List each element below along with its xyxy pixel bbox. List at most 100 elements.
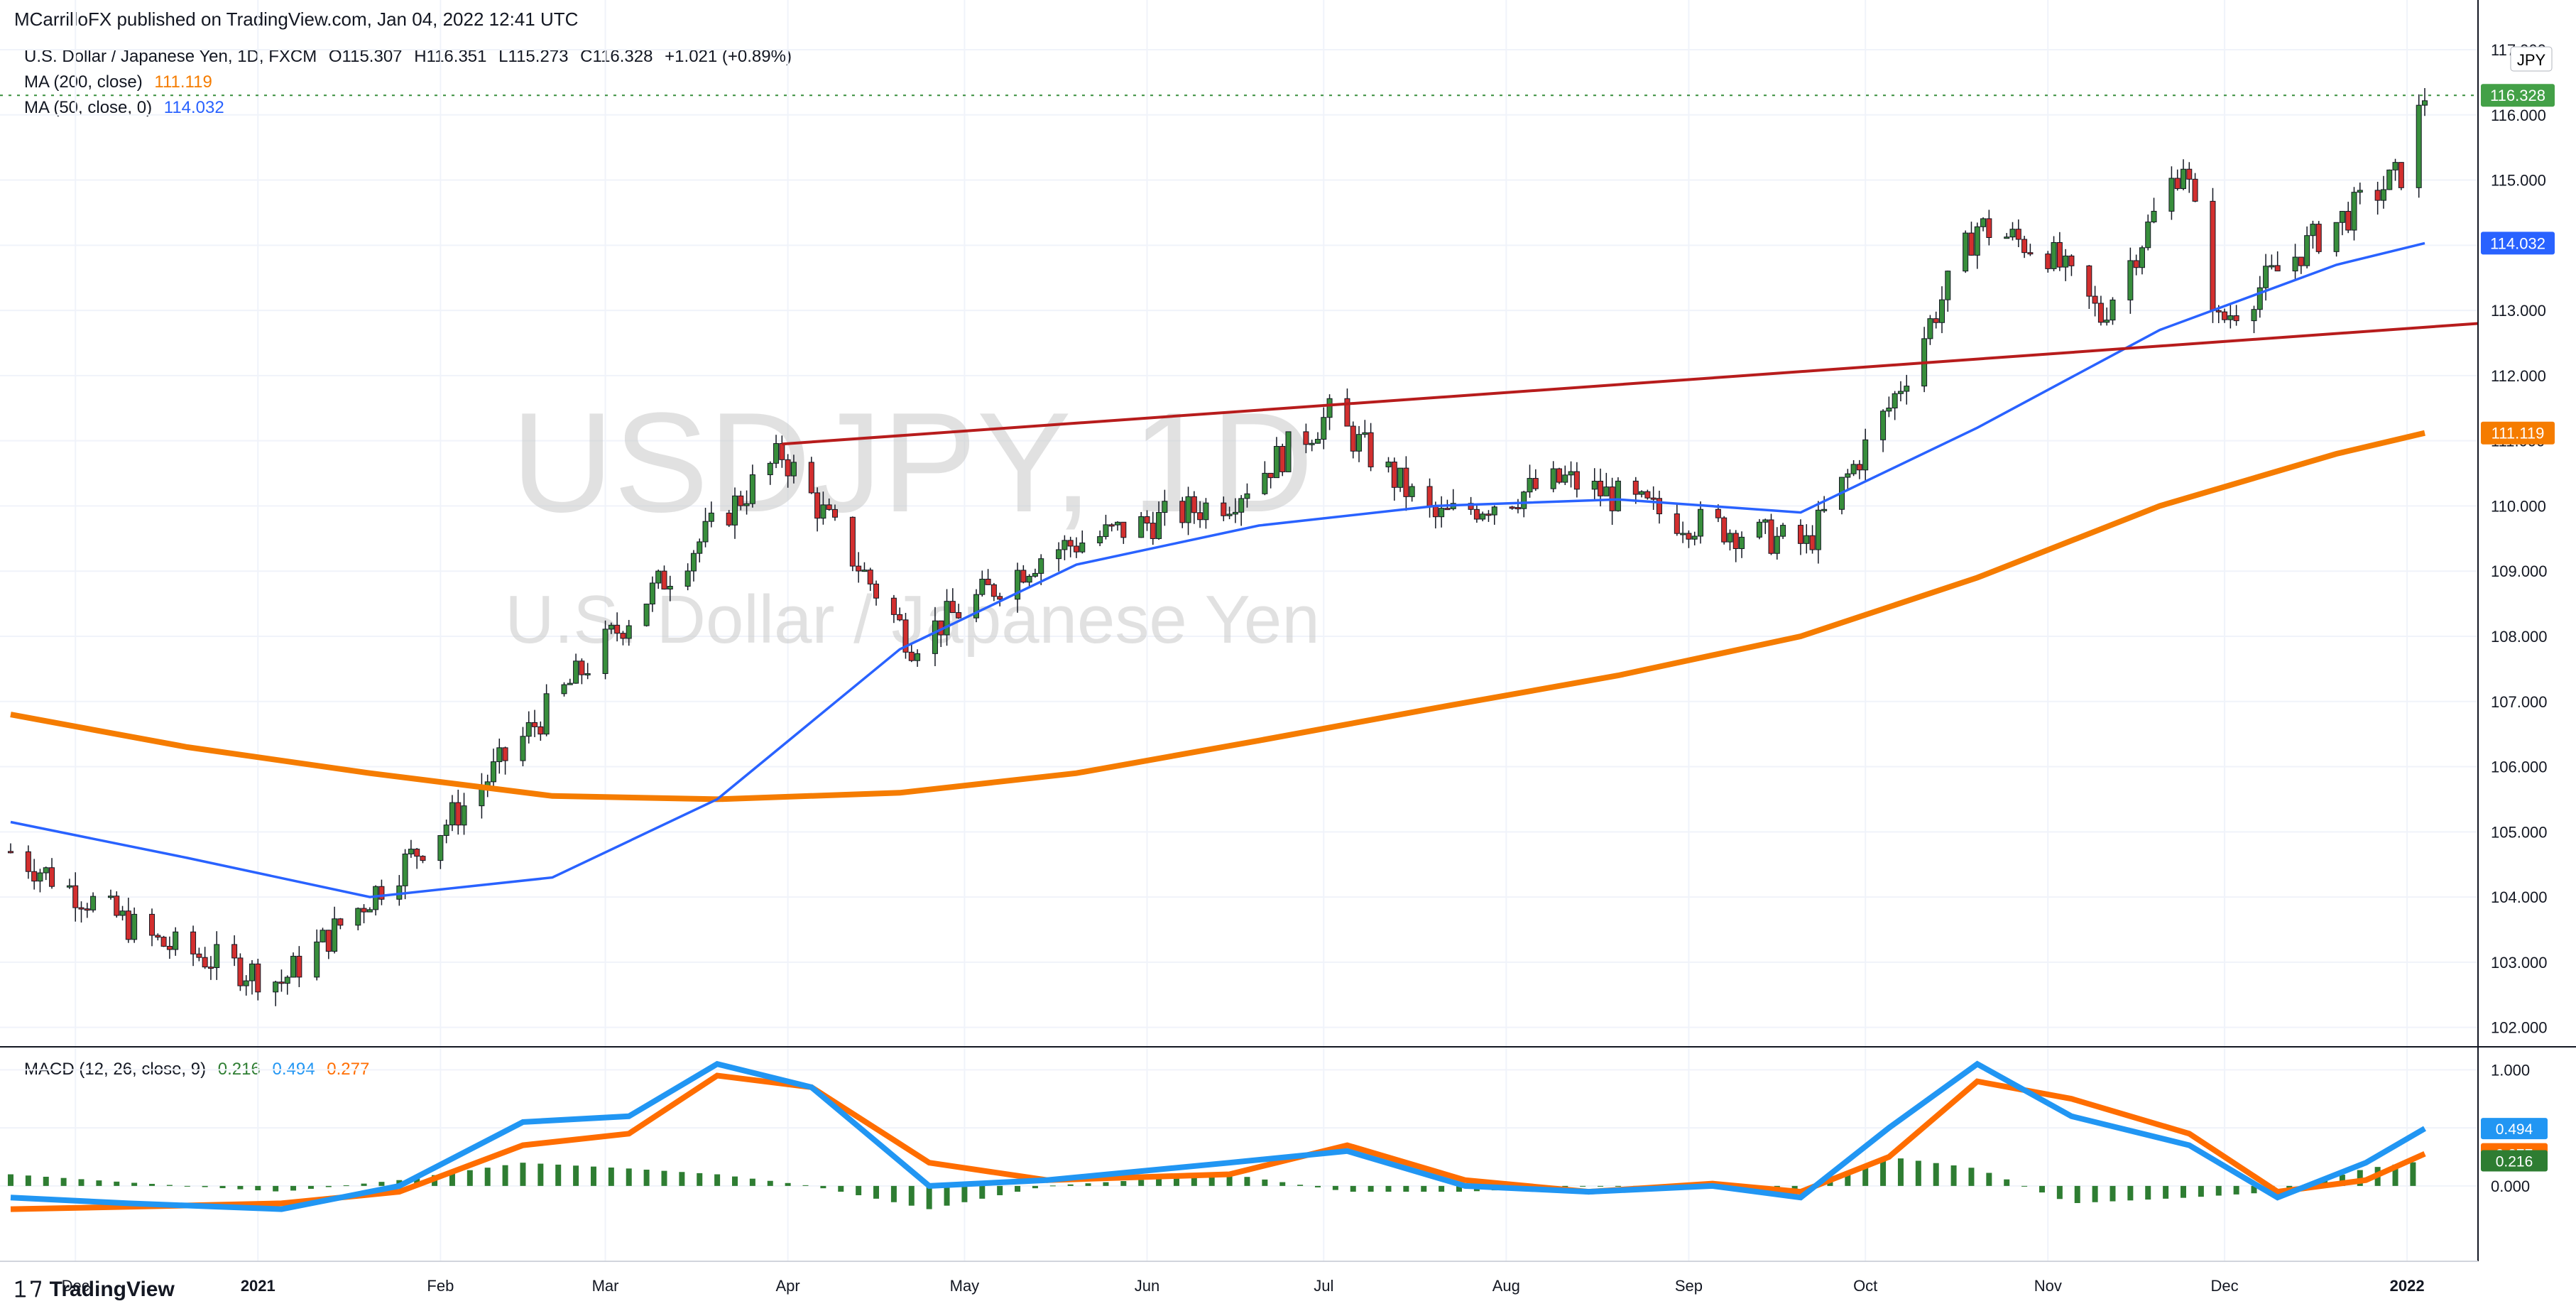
time-tick-label: Jul: [1314, 1277, 1333, 1295]
candle-body: [1032, 572, 1038, 577]
candle-body: [997, 596, 1003, 600]
macd-hist-bar: [873, 1185, 880, 1199]
last-price-tag: 116.328: [2490, 87, 2545, 104]
candle-body: [2269, 265, 2275, 268]
ma50-line[interactable]: [10, 241, 2425, 898]
candle-body: [1656, 498, 1662, 515]
candle-body: [2104, 320, 2110, 323]
macd-hist-bar: [78, 1179, 84, 1186]
candle-body: [43, 867, 49, 874]
macd-hist-bar: [944, 1185, 950, 1206]
ma200-line[interactable]: [10, 430, 2425, 803]
candle-body: [990, 584, 997, 597]
price-tick-label: 106.000: [2491, 758, 2548, 776]
macd-hist-bar: [608, 1167, 614, 1186]
macd-hist-bar: [1049, 1185, 1056, 1187]
candle-body: [2004, 236, 2010, 239]
macd-hist-bar: [2322, 1179, 2328, 1186]
candle-body: [620, 633, 626, 639]
macd-hist-bar: [2163, 1185, 2169, 1199]
candle-body: [573, 660, 579, 684]
macd-signal-line[interactable]: [10, 1072, 2426, 1212]
macd-hist-bar: [961, 1185, 968, 1202]
macd-hist-bar: [2074, 1185, 2080, 1204]
candle-body: [1038, 558, 1044, 574]
candle-body: [1403, 467, 1409, 497]
footer-brand[interactable]: 𝟷𝟽 TradingView: [13, 1275, 175, 1303]
macd-hist-bar: [820, 1185, 826, 1189]
candle-body: [1244, 493, 1250, 499]
candle-body: [1432, 505, 1439, 518]
candle-body: [1144, 516, 1150, 524]
macd-hist-bar: [2110, 1185, 2116, 1202]
candle-body: [2274, 265, 2281, 272]
hist-value-tag: 0.216: [2496, 1154, 2533, 1170]
last-price-tag-bg: [2481, 84, 2555, 107]
candle-body: [1309, 442, 1315, 445]
candle-body: [543, 693, 550, 735]
candle-body: [1562, 474, 1568, 483]
macd-hist-bar: [1968, 1168, 1975, 1186]
candle-body: [1197, 512, 1204, 521]
macd-hist-bar: [2021, 1185, 2028, 1187]
candle-body: [290, 955, 297, 978]
macd-hist-bar: [1562, 1185, 1568, 1187]
candle-body: [1897, 391, 1904, 394]
candle-body: [608, 624, 614, 630]
candle-body: [1933, 318, 1939, 323]
macd-hist-bar: [131, 1182, 138, 1186]
candle-body: [820, 504, 826, 519]
candle-body: [1686, 533, 1692, 540]
ma200-price-tag-bg: [2481, 421, 2555, 445]
time-tick-label: Feb: [427, 1277, 454, 1295]
candle-body: [1356, 434, 1363, 452]
candle-body: [249, 963, 255, 981]
candle-body: [1108, 524, 1115, 527]
candle-body: [202, 957, 208, 968]
candle-body: [1650, 497, 1657, 500]
candle-body: [525, 722, 532, 737]
candle-body: [1103, 524, 1109, 538]
candle-body: [890, 597, 897, 615]
ma50-legend-row[interactable]: MA (50, close, 0) 114.032: [24, 95, 799, 121]
macd-hist-bar: [502, 1165, 508, 1186]
macd-hist-bar: [60, 1177, 67, 1186]
macd-hist-bar: [1314, 1185, 1321, 1187]
candle-body: [1344, 398, 1350, 427]
ma200-legend-row[interactable]: MA (200, close) 111.119: [24, 70, 799, 95]
candle-body: [2210, 200, 2216, 311]
macd-hist-bar: [1421, 1185, 1427, 1192]
price-tick-label: 108.000: [2491, 628, 2548, 646]
candle-body: [402, 853, 408, 886]
candle-body: [2192, 178, 2198, 202]
candle-body: [1727, 533, 1733, 543]
candle-body: [667, 585, 673, 589]
candle-body: [361, 908, 367, 913]
candle-body: [1232, 511, 1238, 515]
candle-body: [1527, 478, 1533, 493]
candle-body: [1691, 535, 1698, 540]
candle-body: [861, 570, 868, 572]
macd-hist-bar: [8, 1174, 13, 1186]
candle-body: [125, 910, 131, 940]
candle-body: [502, 747, 508, 761]
candle-body: [1150, 523, 1156, 539]
candle-body: [8, 851, 13, 854]
candle-body: [337, 918, 344, 926]
candle-body: [2186, 168, 2193, 180]
ma50-price-tag: 114.032: [2490, 234, 2545, 252]
candle-body: [2256, 287, 2263, 310]
candle-body: [2345, 211, 2352, 231]
macd-hist-bar: [149, 1183, 155, 1186]
currency-badge[interactable]: [2510, 46, 2553, 72]
macd-line[interactable]: [10, 1060, 2427, 1212]
trendline[interactable]: [782, 322, 2479, 446]
price-tick-label: 109.000: [2491, 562, 2548, 580]
candle-body: [1185, 496, 1191, 523]
candle-body: [1480, 513, 1486, 520]
candle-body: [626, 625, 632, 639]
macd-hist-bar: [2004, 1179, 2010, 1186]
candle-body: [1226, 513, 1233, 516]
